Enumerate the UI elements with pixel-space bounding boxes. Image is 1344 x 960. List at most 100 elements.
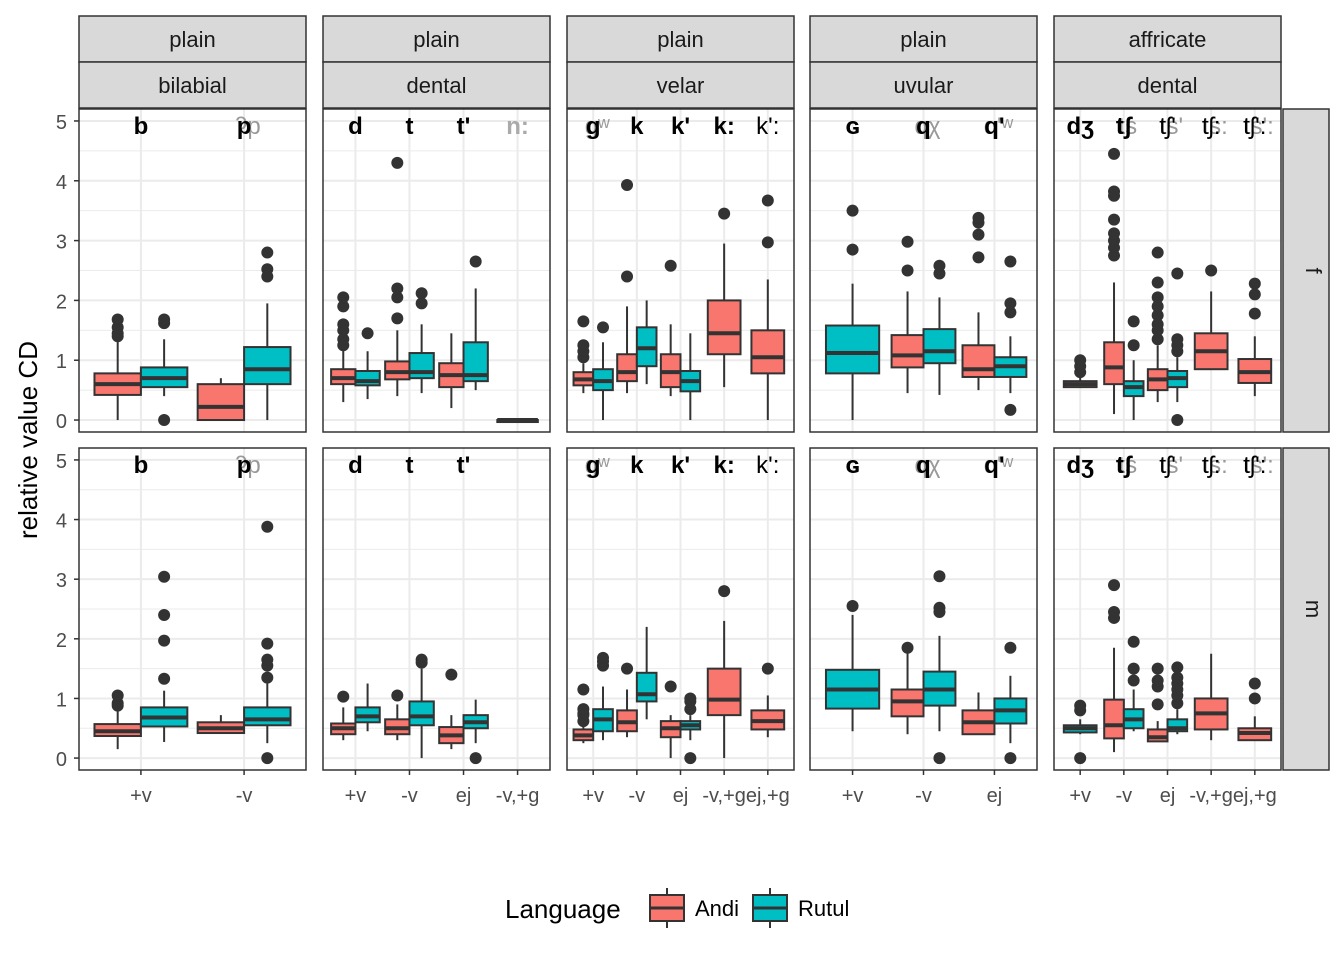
y-tick-label: 2 — [56, 630, 67, 652]
phoneme-label-rutul: ʔp — [235, 452, 260, 479]
strip-bottom-label: dental — [1138, 73, 1198, 98]
y-tick-label: 3 — [56, 570, 67, 592]
phoneme-label-andi: t' — [457, 113, 471, 140]
outlier-point — [261, 671, 274, 684]
phoneme-label-rutul: ts': — [1244, 452, 1274, 479]
box-andi — [1193, 653, 1229, 741]
outlier-point — [1127, 635, 1140, 648]
x-tick-label: -v — [236, 785, 253, 807]
x-tick-label: -v — [1116, 785, 1133, 807]
phoneme-label-andi: k — [630, 452, 644, 479]
strip-bottom — [566, 61, 795, 109]
box-rutul — [592, 321, 614, 421]
strip-bottom — [809, 61, 1038, 109]
box-andi — [961, 692, 996, 736]
outlier-point — [1151, 662, 1164, 675]
phoneme-label-andi: q — [916, 113, 931, 140]
outlier-point — [1151, 300, 1164, 313]
outlier-point — [1151, 276, 1164, 289]
phoneme-label-rutul: gʷ — [585, 113, 610, 140]
phoneme-label-andi: t — [405, 452, 413, 479]
outlier-point — [391, 689, 404, 702]
panel-border — [566, 108, 795, 433]
x-tick-label: +v — [1069, 785, 1091, 807]
strip-bottom — [1053, 61, 1282, 109]
box-andi — [330, 690, 357, 741]
outlier-point — [158, 672, 171, 685]
outlier-point — [1127, 662, 1140, 675]
strip-top-label: plain — [169, 27, 215, 52]
phoneme-label-andi: d — [348, 452, 363, 479]
box-iqr — [750, 329, 786, 375]
box-rutul — [1166, 267, 1189, 427]
strip-top — [78, 15, 307, 63]
box-rutul — [592, 651, 614, 741]
phoneme-label-andi: tʃ' — [1159, 113, 1176, 140]
strip-bottom — [78, 61, 307, 109]
outlier-point — [621, 662, 634, 675]
outlier-point — [158, 570, 171, 583]
phoneme-label-rutul: gʷ — [585, 452, 610, 479]
legend-key-andi: Andi — [649, 888, 739, 928]
box-andi — [750, 194, 786, 421]
box-andi — [616, 178, 638, 394]
panel-m: gʷg k k' k: k': +v -v ej -v,+g ej,+g — [566, 447, 795, 807]
outlier-point — [846, 204, 859, 217]
outlier-point — [664, 259, 677, 272]
outlier-point — [761, 194, 774, 207]
box-iqr — [1166, 718, 1189, 733]
box-andi — [438, 668, 465, 750]
phoneme-label-andi: p — [237, 113, 252, 140]
outlier-point — [577, 339, 590, 352]
box-andi — [961, 211, 996, 391]
box-andi — [1146, 246, 1169, 403]
outlier-point — [1248, 307, 1261, 320]
panel-border — [322, 108, 551, 433]
outlier-point — [469, 255, 482, 268]
box-andi — [572, 683, 595, 744]
box-iqr — [635, 671, 658, 703]
box-rutul — [922, 570, 957, 765]
outlier-point — [761, 236, 774, 249]
outlier-point — [901, 235, 914, 248]
x-tick-label: +v — [130, 785, 152, 807]
phoneme-label-andi: ɢ — [846, 452, 860, 479]
outlier-point — [1151, 674, 1164, 687]
outlier-point — [846, 600, 859, 613]
outlier-point — [577, 703, 590, 716]
panel-border — [322, 447, 551, 771]
y-tick-label: 5 — [56, 451, 67, 473]
outlier-point — [1108, 579, 1121, 592]
x-tick-label: +v — [842, 785, 864, 807]
outlier-point — [1248, 288, 1261, 301]
outlier-point — [933, 601, 946, 614]
box-andi — [890, 641, 925, 735]
outlier-point — [111, 689, 124, 702]
box-andi — [706, 585, 742, 759]
panel-border — [809, 108, 1038, 433]
x-tick-label: +v — [582, 785, 604, 807]
x-tick-label: -v — [401, 785, 418, 807]
x-tick-label: ej,+g — [746, 785, 790, 807]
panel-border — [1053, 108, 1282, 433]
outlier-point — [158, 414, 171, 427]
box-andi — [1103, 579, 1125, 753]
phoneme-label-andi: q — [916, 452, 931, 479]
panel-f: d t t' n: — [322, 108, 551, 433]
outlier-point — [1004, 641, 1017, 654]
outlier-point — [445, 668, 458, 681]
box-iqr — [243, 706, 292, 727]
phoneme-label-rutul: q'ʷ — [984, 113, 1014, 140]
panel-m: ɢ qχq q'ʷq' +v -v ej — [809, 447, 1038, 807]
outlier-point — [337, 300, 350, 313]
outlier-point — [391, 282, 404, 295]
phoneme-label-rutul: qχ — [915, 452, 941, 479]
box-andi — [196, 378, 246, 422]
outlier-point — [261, 520, 274, 533]
outlier-point — [1004, 752, 1017, 765]
phoneme-label-andi: p — [237, 452, 252, 479]
outlier-point — [337, 690, 350, 703]
